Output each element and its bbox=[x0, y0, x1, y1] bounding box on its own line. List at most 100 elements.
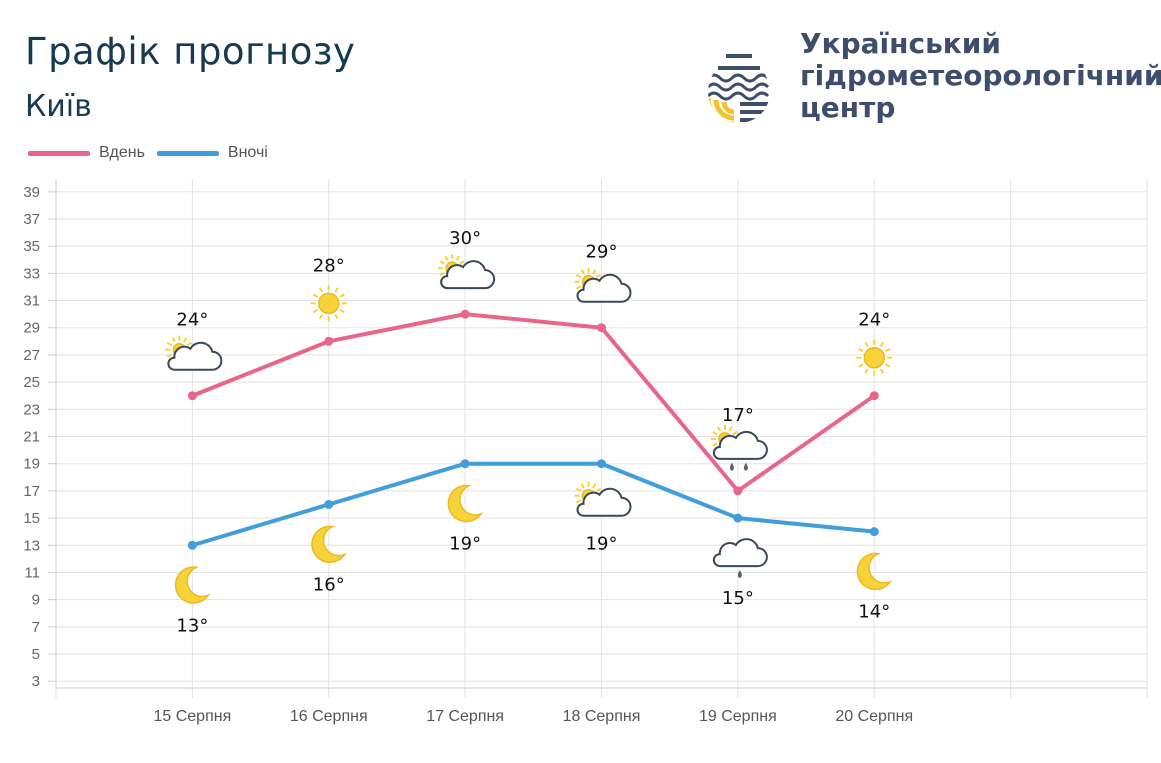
data-point bbox=[869, 527, 879, 537]
sun-ray bbox=[575, 285, 582, 290]
x-tick-label: 16 Серпня bbox=[290, 708, 368, 725]
sun-ray bbox=[439, 271, 445, 277]
cloud-shape bbox=[576, 487, 632, 517]
sun-ray bbox=[186, 341, 192, 347]
sun-ray bbox=[575, 273, 582, 279]
y-tick-label: 19 bbox=[23, 456, 40, 473]
data-label-night: 15° bbox=[722, 588, 754, 609]
sun-ray bbox=[885, 347, 891, 353]
moon-crescent bbox=[856, 552, 893, 591]
sun-ray bbox=[885, 363, 891, 368]
sun-ray bbox=[312, 308, 318, 314]
cloud-shape bbox=[712, 538, 768, 568]
rain-drop bbox=[743, 462, 748, 471]
legend-swatch-night bbox=[156, 150, 219, 156]
sun-ray bbox=[339, 308, 345, 314]
org-name-line: Український bbox=[800, 27, 1002, 60]
data-point bbox=[460, 459, 470, 469]
sun-ray bbox=[879, 368, 885, 374]
y-tick-label: 5 bbox=[32, 646, 40, 663]
data-point bbox=[597, 459, 606, 469]
sun-disc bbox=[318, 292, 340, 315]
ukrhydromet-logo-icon bbox=[708, 54, 770, 123]
data-label-night: 19° bbox=[586, 534, 618, 555]
sun-ray bbox=[444, 255, 449, 261]
y-tick-label: 39 bbox=[23, 184, 40, 201]
moon-crescent bbox=[447, 484, 484, 523]
cloud-shape bbox=[440, 260, 496, 290]
sun-ray bbox=[334, 314, 339, 320]
sun-icon bbox=[856, 339, 893, 376]
data-point bbox=[733, 513, 743, 523]
data-label-day: 28° bbox=[313, 255, 345, 276]
y-tick-label: 23 bbox=[23, 401, 40, 418]
data-point bbox=[324, 336, 334, 346]
legend-item-day[interactable]: Вдень bbox=[28, 144, 145, 162]
y-tick-label: 3 bbox=[32, 673, 40, 690]
rain-drop bbox=[737, 570, 742, 579]
sun-ray bbox=[592, 483, 597, 489]
y-tick-label: 21 bbox=[23, 429, 40, 446]
moon-icon bbox=[856, 552, 893, 591]
x-tick-label: 17 Серпня bbox=[426, 708, 504, 725]
sun-ray bbox=[459, 260, 465, 265]
sun-ray bbox=[879, 341, 885, 347]
x-tick-label: 18 Серпня bbox=[563, 708, 641, 725]
y-tick-label: 33 bbox=[23, 265, 40, 282]
sun-ray bbox=[439, 260, 445, 265]
moon-crescent bbox=[174, 566, 211, 604]
sun-cloud-icon bbox=[438, 254, 496, 290]
data-label-day: 30° bbox=[449, 228, 481, 249]
sun-ray bbox=[318, 314, 324, 320]
y-tick-label: 29 bbox=[23, 320, 40, 337]
sun-ray bbox=[575, 487, 582, 493]
data-label-night: 16° bbox=[313, 574, 345, 595]
x-tick-label: 19 Серпня bbox=[699, 708, 777, 725]
x-tick-label: 15 Серпня bbox=[153, 708, 231, 725]
y-tick-label: 11 bbox=[24, 564, 40, 581]
data-label-day: 24° bbox=[176, 310, 208, 331]
y-tick-label: 35 bbox=[23, 238, 40, 255]
moon-crescent bbox=[311, 525, 347, 563]
y-tick-label: 9 bbox=[32, 592, 40, 609]
legend-label-day: Вдень bbox=[99, 144, 145, 161]
y-tick-label: 13 bbox=[23, 537, 40, 554]
sun-cloud-icon bbox=[574, 481, 632, 517]
data-point bbox=[460, 309, 470, 319]
data-point bbox=[187, 540, 197, 550]
chart-legend: Вдень Вночі bbox=[28, 144, 280, 162]
y-tick-label: 7 bbox=[32, 619, 40, 636]
sun-ray bbox=[312, 293, 318, 298]
data-point bbox=[733, 486, 743, 496]
sun-ray bbox=[732, 431, 738, 436]
sun-ray bbox=[595, 273, 602, 279]
data-label-day: 24° bbox=[858, 310, 890, 331]
sun-cloud-icon bbox=[574, 267, 632, 303]
cloud-rain-icon bbox=[712, 538, 768, 579]
sun-icon bbox=[310, 285, 347, 322]
cloud-shape bbox=[167, 341, 223, 371]
sun-ray bbox=[318, 287, 324, 293]
sun-ray bbox=[334, 287, 339, 293]
y-tick-label: 31 bbox=[23, 293, 40, 310]
city-name: Київ bbox=[25, 89, 92, 124]
page-title: Графік прогнозу bbox=[25, 30, 356, 73]
data-point bbox=[324, 499, 334, 509]
y-tick-label: 27 bbox=[23, 347, 40, 364]
sun-ray bbox=[864, 368, 869, 374]
sun-ray bbox=[858, 363, 864, 368]
data-label-night: 19° bbox=[449, 534, 481, 555]
sun-ray bbox=[166, 341, 173, 347]
sun-ray bbox=[592, 269, 597, 275]
data-label-day: 29° bbox=[586, 242, 618, 263]
series-line-day bbox=[191, 312, 876, 493]
legend-swatch-day bbox=[28, 150, 90, 156]
sun-ray bbox=[728, 426, 733, 432]
legend-item-night[interactable]: Вночі bbox=[156, 144, 268, 162]
legend-label-night: Вночі bbox=[227, 144, 268, 161]
sun-ray bbox=[595, 487, 602, 493]
sun-ray bbox=[712, 431, 718, 436]
y-tick-label: 37 bbox=[23, 211, 40, 228]
sun-ray bbox=[183, 337, 188, 343]
